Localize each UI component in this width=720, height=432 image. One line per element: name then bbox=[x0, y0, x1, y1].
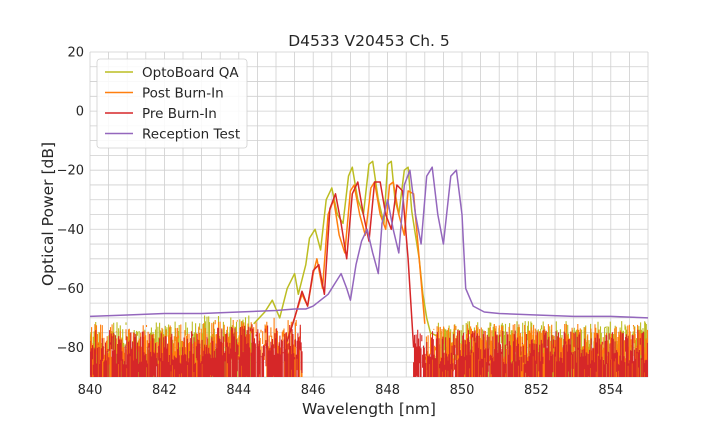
series-line bbox=[286, 181, 415, 348]
y-axis-title: Optical Power [dB] bbox=[39, 142, 57, 286]
y-tick-label: −80 bbox=[57, 341, 84, 356]
x-tick-label: 852 bbox=[524, 383, 549, 398]
series-line bbox=[253, 160, 437, 337]
noise-floor bbox=[90, 324, 648, 377]
x-tick-label: 848 bbox=[375, 383, 400, 398]
x-tick-label: 854 bbox=[598, 383, 623, 398]
legend-label: Pre Burn-In bbox=[142, 106, 217, 122]
y-tick-label: −20 bbox=[57, 164, 84, 179]
x-tick-label: 844 bbox=[226, 383, 251, 398]
series-reception-test bbox=[90, 166, 648, 319]
x-tick-label: 850 bbox=[450, 383, 475, 398]
y-tick-label: −60 bbox=[57, 282, 84, 297]
legend-label: OptoBoard QA bbox=[142, 65, 239, 81]
legend-label: Post Burn-In bbox=[142, 86, 224, 102]
x-tick-label: 846 bbox=[301, 383, 326, 398]
series-layer bbox=[90, 160, 648, 377]
legend-label: Reception Test bbox=[142, 127, 240, 143]
series-line bbox=[90, 166, 648, 319]
series-pre-burn-in bbox=[90, 181, 648, 377]
x-tick-label: 840 bbox=[78, 383, 103, 398]
legend-frame bbox=[96, 58, 248, 149]
y-tick-label: 20 bbox=[67, 46, 84, 61]
x-axis-title: Wavelength [nm] bbox=[302, 400, 436, 418]
chart-title: D4533 V20453 Ch. 5 bbox=[288, 32, 450, 50]
y-tick-label: −40 bbox=[57, 223, 84, 238]
y-tick-label: 0 bbox=[76, 105, 84, 120]
tick-labels: 840 842 844 846 848 850 852 854 20 0 −20 −40 −60 −80 bbox=[57, 46, 624, 399]
legend: OptoBoard QA Post Burn-In Pre Burn-In Recep… bbox=[96, 58, 248, 149]
x-tick-label: 842 bbox=[152, 383, 177, 398]
